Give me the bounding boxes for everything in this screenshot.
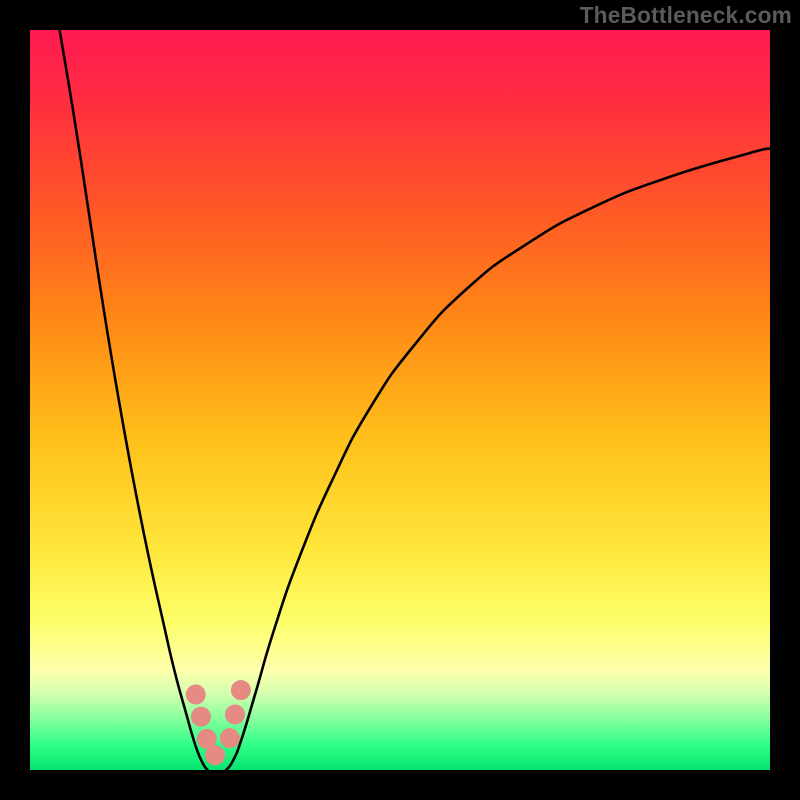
bottleneck-curve-right	[226, 148, 770, 770]
valley-marker	[206, 746, 225, 765]
curve-layer	[30, 30, 770, 770]
plot-area	[30, 30, 770, 770]
bottleneck-chart: TheBottleneck.com	[0, 0, 800, 800]
valley-marker	[191, 707, 210, 726]
valley-marker	[220, 729, 239, 748]
valley-marker	[225, 705, 244, 724]
bottleneck-curve-left	[60, 30, 208, 770]
valley-marker	[186, 685, 205, 704]
valley-marker	[231, 681, 250, 700]
watermark-text: TheBottleneck.com	[580, 2, 792, 29]
